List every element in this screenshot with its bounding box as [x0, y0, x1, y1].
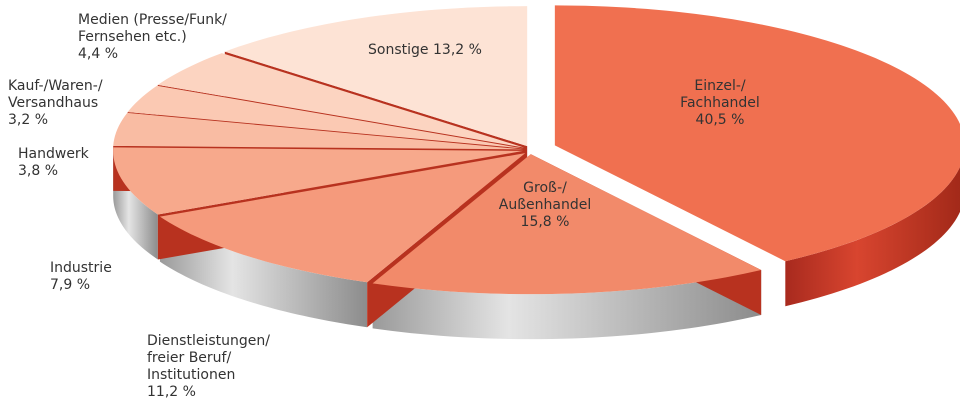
- slice: [157, 53, 525, 148]
- category-label: Medien (Presse/Funk/ Fernsehen etc.): [78, 12, 227, 45]
- value-label: 4,4 %: [78, 46, 119, 62]
- category-label: Sonstige: [368, 42, 429, 58]
- slice: [372, 154, 762, 295]
- slice: [554, 5, 960, 262]
- value-label: 40,5 %: [695, 112, 745, 128]
- slice: [113, 112, 524, 150]
- slice-label: Kauf-/Waren-/ Versandhaus 3,2 %: [8, 78, 103, 129]
- category-label: Dienstleistungen/ freier Beruf/ Institut…: [147, 333, 270, 383]
- category-label: Kauf-/Waren-/ Versandhaus: [8, 78, 103, 111]
- category-label: Groß-/ Außenhandel: [498, 180, 592, 213]
- value-label: 15,8 %: [520, 214, 570, 230]
- slice-label: Groß-/ Außenhandel 15,8 %: [480, 180, 610, 231]
- slice: [159, 153, 526, 283]
- slice: [224, 6, 528, 147]
- category-label: Einzel-/ Fachhandel: [680, 78, 760, 111]
- slice-label: Dienstleistungen/ freier Beruf/ Institut…: [147, 333, 270, 401]
- value-label: 3,8 %: [18, 163, 59, 179]
- tops: [113, 5, 960, 295]
- value-label: 3,2 %: [8, 112, 49, 128]
- slice-label: Einzel-/ Fachhandel 40,5 %: [660, 78, 780, 129]
- slice-label: Sonstige 13,2 %: [340, 42, 510, 59]
- slice-label: Handwerk 3,8 %: [18, 146, 89, 180]
- value-label: 7,9 %: [50, 277, 91, 293]
- category-label: Industrie: [50, 260, 112, 276]
- category-label: Handwerk: [18, 146, 89, 162]
- slice-side: [785, 166, 960, 307]
- value-label: 13,2 %: [433, 42, 482, 58]
- value-label: 11,2 %: [147, 384, 196, 400]
- slice: [127, 85, 524, 149]
- slice-label: Industrie 7,9 %: [50, 260, 112, 294]
- slice-side: [113, 150, 158, 260]
- slice-side: [372, 269, 762, 340]
- slice-label: Medien (Presse/Funk/ Fernsehen etc.) 4,4 …: [78, 12, 227, 63]
- slice: [113, 147, 524, 215]
